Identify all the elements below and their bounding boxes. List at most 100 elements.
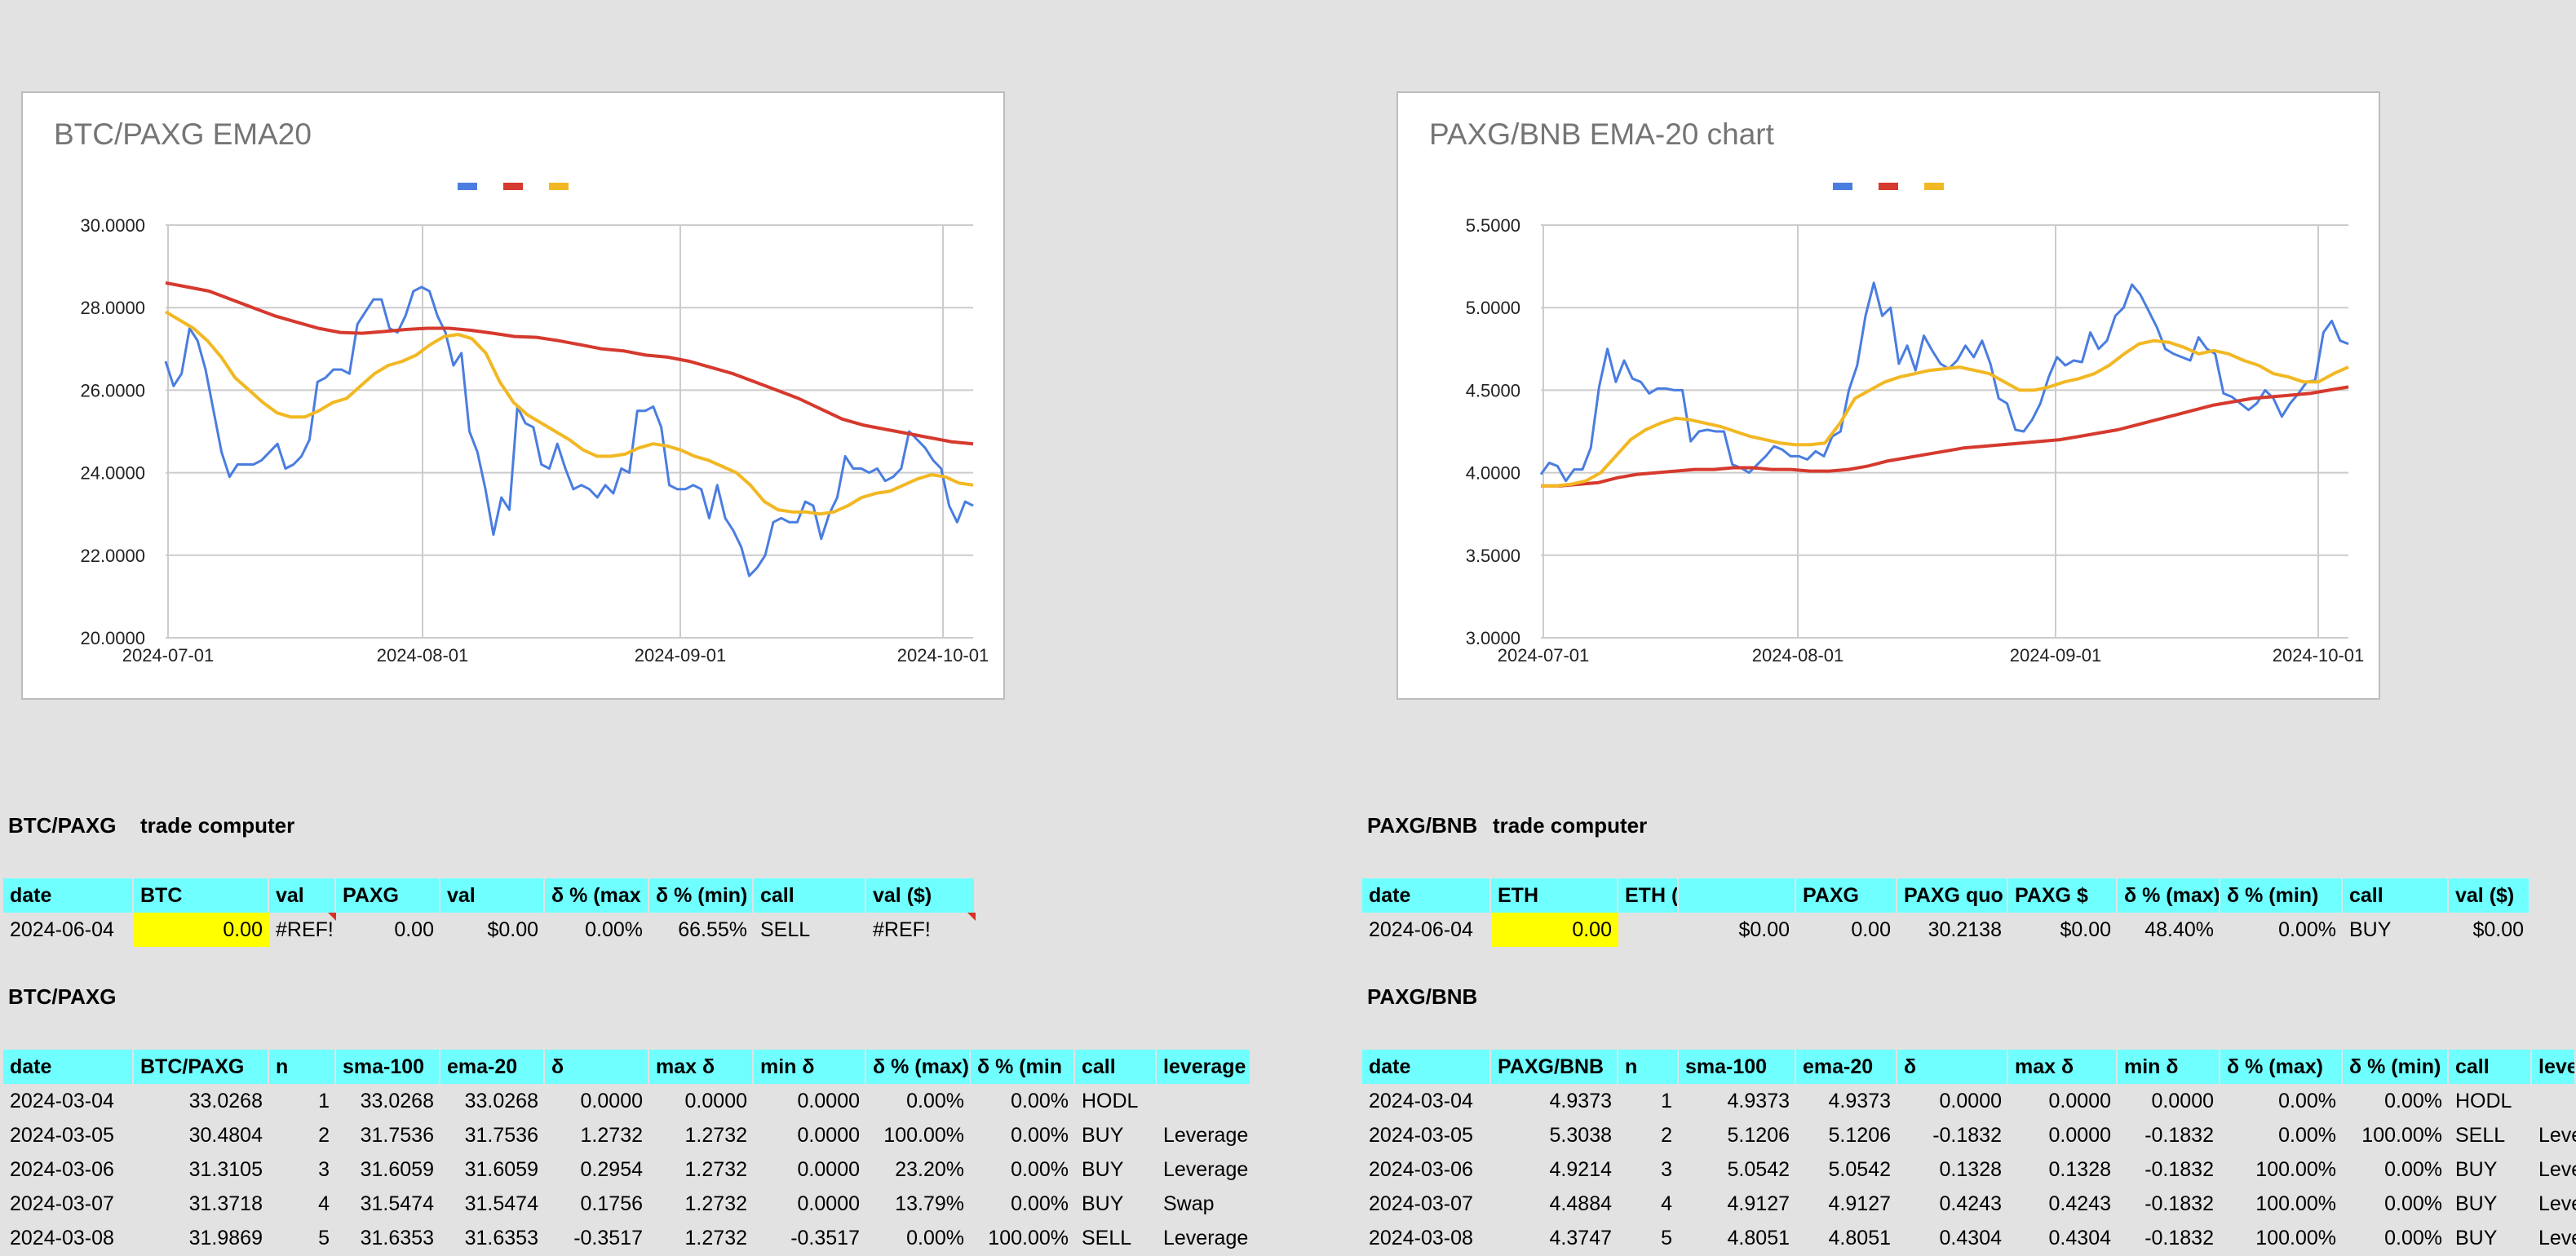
cell[interactable]: [1618, 913, 1679, 947]
cell[interactable]: 31.3718: [188, 1192, 263, 1215]
cell[interactable]: 30.2138: [1928, 918, 2002, 941]
cell[interactable]: 0.0000: [2048, 1090, 2111, 1112]
cell[interactable]: 2024-03-06: [10, 1158, 114, 1181]
header-cell[interactable]: val: [269, 878, 336, 913]
cell[interactable]: 0.0000: [797, 1090, 860, 1112]
cell[interactable]: 5.1206: [1727, 1124, 1790, 1147]
header-cell[interactable]: n: [1618, 1050, 1679, 1084]
cell[interactable]: 0.1328: [1939, 1158, 2002, 1181]
cell[interactable]: 3: [318, 1158, 330, 1181]
cell[interactable]: 33.0268: [464, 1090, 538, 1112]
cell[interactable]: 0.00%: [1011, 1090, 1069, 1112]
cell[interactable]: 0.00%: [2278, 1090, 2336, 1112]
cell[interactable]: Leverage: [1163, 1227, 1249, 1249]
cell[interactable]: 2024-03-05: [10, 1124, 114, 1147]
cell[interactable]: 2024-03-07: [10, 1192, 114, 1215]
header-cell[interactable]: sma-100: [336, 1050, 440, 1084]
cell[interactable]: -0.3517: [573, 1227, 643, 1249]
cell[interactable]: -0.1832: [2144, 1124, 2214, 1147]
header-cell[interactable]: sma-100: [1679, 1050, 1796, 1084]
cell[interactable]: Leverage: [1163, 1158, 1249, 1181]
header-cell[interactable]: val ($): [2449, 878, 2530, 913]
cell[interactable]: 100.00%: [2361, 1124, 2442, 1147]
header-cell[interactable]: δ % (min: [971, 1050, 1075, 1084]
header-cell[interactable]: min δ: [754, 1050, 866, 1084]
cell[interactable]: 0.1328: [2048, 1158, 2111, 1181]
cell[interactable]: 1.2732: [684, 1192, 747, 1215]
cell[interactable]: 0.0000: [580, 1090, 643, 1112]
cell[interactable]: 4.8051: [1828, 1227, 1891, 1249]
cell[interactable]: BUY: [2455, 1158, 2498, 1181]
cell[interactable]: 0.0000: [2048, 1124, 2111, 1147]
cell[interactable]: 0.0000: [797, 1192, 860, 1215]
cell[interactable]: 31.9869: [188, 1227, 263, 1249]
header-cell[interactable]: δ % (max): [866, 1050, 971, 1084]
cell[interactable]: 66.55%: [678, 918, 747, 941]
cell[interactable]: 4.9127: [1828, 1192, 1891, 1215]
cell[interactable]: 1.2732: [580, 1124, 643, 1147]
cell[interactable]: #REF!: [269, 913, 336, 947]
header-cell[interactable]: call: [2343, 878, 2449, 913]
header-cell[interactable]: call: [754, 878, 866, 913]
header-cell[interactable]: max δ: [2008, 1050, 2118, 1084]
cell[interactable]: $0.00: [2060, 918, 2111, 941]
cell[interactable]: 31.6059: [360, 1158, 434, 1181]
cell[interactable]: 48.40%: [2144, 918, 2214, 941]
header-cell[interactable]: δ % (max: [545, 878, 649, 913]
cell[interactable]: 2: [1661, 1124, 1672, 1147]
cell[interactable]: 2024-03-05: [1369, 1124, 1473, 1147]
header-cell[interactable]: call: [2449, 1050, 2532, 1084]
cell[interactable]: 0.00%: [1011, 1158, 1069, 1181]
cell[interactable]: 31.5474: [464, 1192, 538, 1215]
cell[interactable]: 5.1206: [1828, 1124, 1891, 1147]
cell[interactable]: 31.3105: [188, 1158, 263, 1181]
cell[interactable]: 23.20%: [895, 1158, 964, 1181]
header-cell[interactable]: PAXG $: [2008, 878, 2118, 913]
header-cell[interactable]: δ % (min): [2220, 878, 2343, 913]
cell[interactable]: 2024-06-04: [10, 918, 114, 941]
cell[interactable]: Leve: [2538, 1158, 2576, 1181]
cell[interactable]: 0.0000: [2151, 1090, 2214, 1112]
cell[interactable]: 4.4884: [1549, 1192, 1612, 1215]
cell[interactable]: [2532, 1084, 2576, 1118]
cell[interactable]: -0.1832: [2144, 1158, 2214, 1181]
cell[interactable]: 1: [318, 1090, 330, 1112]
cell[interactable]: 2024-03-07: [1369, 1192, 1473, 1215]
cell[interactable]: 1.2732: [684, 1158, 747, 1181]
cell[interactable]: 0.00%: [2278, 1124, 2336, 1147]
header-cell[interactable]: PAXG/BNB: [1491, 1050, 1618, 1084]
cell[interactable]: 0.0000: [1939, 1090, 2002, 1112]
cell[interactable]: BUY: [2349, 918, 2392, 941]
cell[interactable]: 4.9214: [1549, 1158, 1612, 1181]
cell[interactable]: 30.4804: [188, 1124, 263, 1147]
header-cell[interactable]: date: [3, 1050, 134, 1084]
header-cell[interactable]: leverage: [1157, 1050, 1251, 1084]
header-cell[interactable]: call: [1075, 1050, 1157, 1084]
cell[interactable]: 2024-03-06: [1369, 1158, 1473, 1181]
cell[interactable]: [1157, 1084, 1251, 1118]
cell[interactable]: $0.00: [487, 918, 538, 941]
cell[interactable]: BUY: [1082, 1124, 1124, 1147]
cell[interactable]: 4.9127: [1727, 1192, 1790, 1215]
cell[interactable]: -0.1832: [2144, 1192, 2214, 1215]
cell[interactable]: 100.00%: [2255, 1192, 2336, 1215]
cell[interactable]: SELL: [760, 918, 811, 941]
header-cell[interactable]: δ % (max): [2118, 878, 2220, 913]
cell[interactable]: 0.4304: [2048, 1227, 2111, 1249]
header-cell[interactable]: ETH ( ETH $: [1618, 878, 1679, 913]
cell[interactable]: 2: [318, 1124, 330, 1147]
cell[interactable]: 0.00%: [2278, 918, 2336, 941]
cell[interactable]: Leve: [2538, 1192, 2576, 1215]
header-cell[interactable]: date: [1362, 878, 1491, 913]
cell[interactable]: 31.6059: [464, 1158, 538, 1181]
cell[interactable]: 0.00%: [1011, 1124, 1069, 1147]
header-cell[interactable]: δ % (min): [2343, 1050, 2449, 1084]
cell[interactable]: 0.00%: [585, 918, 643, 941]
cell[interactable]: -0.1832: [2144, 1227, 2214, 1249]
cell[interactable]: 1.2732: [684, 1227, 747, 1249]
header-cell[interactable]: min δ: [2118, 1050, 2220, 1084]
cell[interactable]: BUY: [2455, 1192, 2498, 1215]
header-cell[interactable]: ema-20: [440, 1050, 545, 1084]
cell[interactable]: 3: [1661, 1158, 1672, 1181]
header-cell[interactable]: δ: [1897, 1050, 2008, 1084]
